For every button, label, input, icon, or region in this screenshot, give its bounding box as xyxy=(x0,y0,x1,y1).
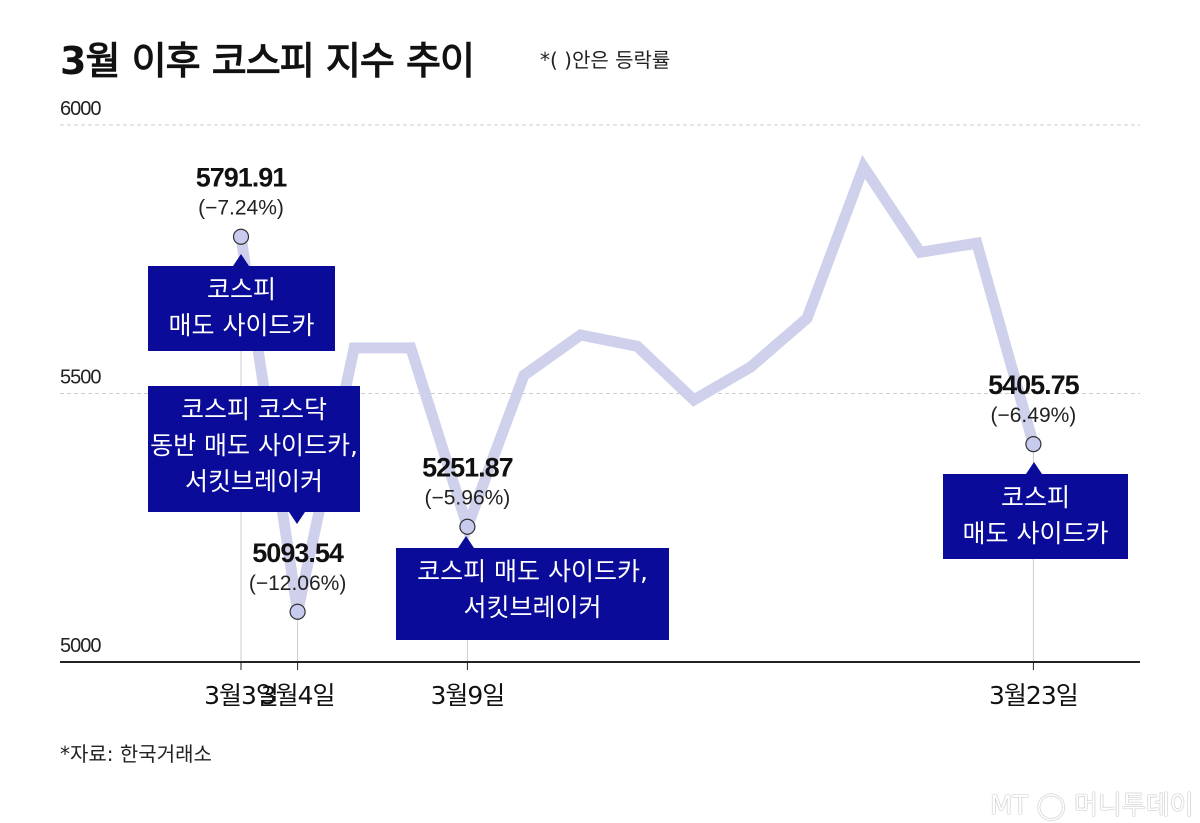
chart-title: 3월 이후 코스피 지수 추이 xyxy=(60,39,475,83)
y-tick-label: 6000 xyxy=(60,98,101,120)
x-tick-label: 3월23일 xyxy=(989,681,1078,710)
source-note: *자료: 한국거래소 xyxy=(60,742,212,766)
callout-text: 매도 사이드카 xyxy=(962,519,1109,548)
callout-text: 코스피 xyxy=(1000,483,1070,512)
callout-pointer xyxy=(1026,462,1042,474)
callout-text: 코스피 코스닥 xyxy=(181,395,327,424)
y-tick-label: 5000 xyxy=(60,635,101,657)
data-label-change: (−6.49%) xyxy=(991,404,1077,427)
data-label-change: (−7.24%) xyxy=(198,197,284,220)
x-tick-label: 3월3일 xyxy=(204,681,278,710)
highlight-marker xyxy=(1025,436,1042,453)
data-label-value: 5251.87 xyxy=(422,453,513,483)
callout-text: 서킷브레이커 xyxy=(184,467,323,496)
data-label-value: 5791.91 xyxy=(196,163,288,193)
data-label-change: (−5.96%) xyxy=(425,487,511,510)
callout-pointer xyxy=(233,254,249,266)
callout-text: 매도 사이드카 xyxy=(168,311,315,340)
logo: MT ◯ 머니투데이 xyxy=(990,791,1194,821)
callout-text: 코스피 매도 사이드카, xyxy=(417,557,648,586)
callout-box: 코스피 매도 사이드카, 서킷브레이커 xyxy=(396,548,669,640)
data-label-change: (−12.06%) xyxy=(249,572,346,595)
chart-note: *( )안은 등락률 xyxy=(540,48,671,72)
x-tick-label: 3월4일 xyxy=(261,681,335,710)
callout-pointer xyxy=(289,512,305,524)
series-line xyxy=(235,154,1039,613)
highlight-marker xyxy=(232,228,250,245)
callout-pointer xyxy=(458,536,474,548)
data-label-value: 5093.54 xyxy=(252,538,344,568)
callout-text: 동반 매도 사이드카, xyxy=(150,431,358,460)
data-label-value: 5405.75 xyxy=(988,370,1080,400)
x-tick-label: 3월9일 xyxy=(430,681,504,710)
callout-text: 서킷브레이커 xyxy=(463,593,602,622)
highlight-marker xyxy=(459,518,476,535)
y-tick-label: 5500 xyxy=(60,367,101,389)
highlight-marker xyxy=(289,603,306,620)
callout-text: 코스피 xyxy=(206,275,276,304)
